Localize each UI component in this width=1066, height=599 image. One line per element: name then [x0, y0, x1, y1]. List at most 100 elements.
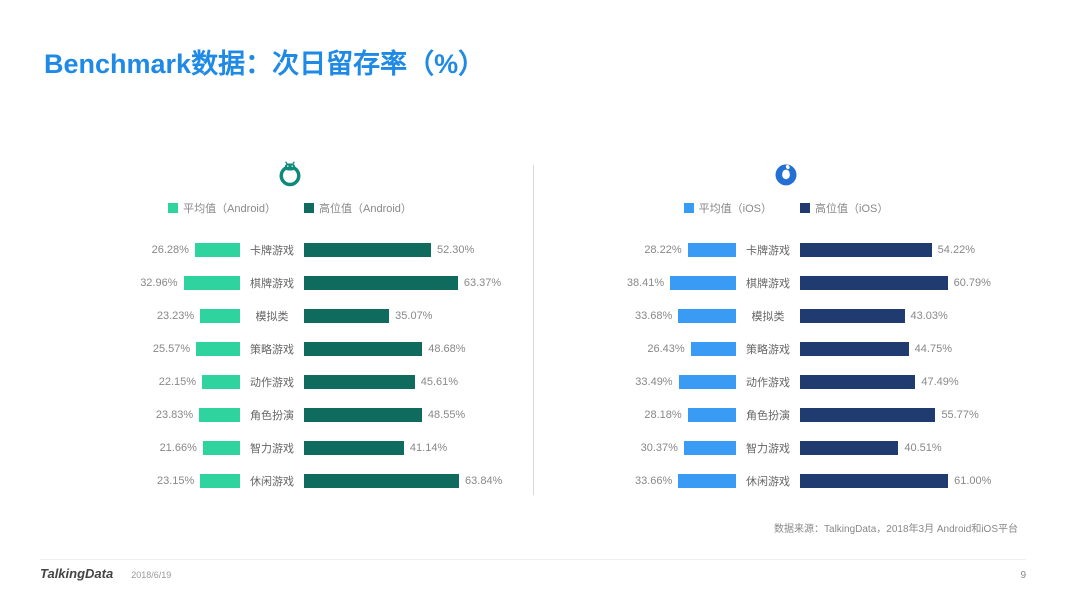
- footer-date: 2018/6/19: [131, 570, 171, 580]
- legend-high: 高位值（Android）: [304, 200, 412, 216]
- high-value-label: 40.51%: [904, 442, 941, 454]
- avg-value-label: 23.23%: [144, 310, 194, 322]
- avg-value-label: 38.41%: [614, 277, 664, 289]
- avg-value-label: 33.66%: [622, 475, 672, 487]
- high-bar: [800, 441, 898, 455]
- avg-bar: [684, 441, 736, 455]
- avg-bar: [195, 243, 240, 257]
- legend-high: 高位值（iOS）: [800, 200, 888, 216]
- avg-value-label: 22.15%: [146, 376, 196, 388]
- high-value-label: 47.49%: [921, 376, 958, 388]
- data-source: 数据来源：TalkingData，2018年3月 Android和iOS平台: [774, 520, 1018, 535]
- high-bar: [304, 243, 431, 257]
- high-bar: [304, 474, 459, 488]
- high-value-label: 54.22%: [938, 244, 975, 256]
- high-bar: [800, 309, 905, 323]
- swatch-high: [304, 203, 314, 213]
- high-value-label: 52.30%: [437, 244, 474, 256]
- high-value-label: 55.77%: [941, 409, 978, 421]
- legend: 平均值（iOS） 高位值（iOS）: [556, 200, 1016, 216]
- avg-value-label: 25.57%: [140, 343, 190, 355]
- chart-row: 26.43% 策略游戏 44.75%: [556, 335, 1016, 363]
- high-value-label: 63.84%: [465, 475, 502, 487]
- category-label: 智力游戏: [240, 440, 304, 456]
- avg-bar: [679, 375, 736, 389]
- avg-bar: [202, 375, 240, 389]
- legend-high-label: 高位值（Android）: [319, 200, 412, 216]
- avg-bar: [678, 309, 736, 323]
- avg-value-label: 33.68%: [622, 310, 672, 322]
- charts-container: 平均值（Android） 高位值（Android） 26.28% 卡牌游戏 52…: [60, 160, 1016, 500]
- avg-value-label: 33.49%: [623, 376, 673, 388]
- footer: TalkingData 2018/6/19 9: [40, 559, 1026, 581]
- swatch-avg: [168, 203, 178, 213]
- chart-row: 38.41% 棋牌游戏 60.79%: [556, 269, 1016, 297]
- high-bar: [800, 342, 909, 356]
- high-value-label: 41.14%: [410, 442, 447, 454]
- chart-row: 33.68% 模拟类 43.03%: [556, 302, 1016, 330]
- legend-avg: 平均值（Android）: [168, 200, 276, 216]
- panel-android: 平均值（Android） 高位值（Android） 26.28% 卡牌游戏 52…: [60, 160, 520, 500]
- chart-row: 23.23% 模拟类 35.07%: [60, 302, 520, 330]
- category-label: 模拟类: [240, 308, 304, 324]
- avg-bar: [670, 276, 736, 290]
- chart-row: 33.49% 动作游戏 47.49%: [556, 368, 1016, 396]
- legend-avg: 平均值（iOS）: [684, 200, 772, 216]
- high-bar: [304, 441, 404, 455]
- category-label: 休闲游戏: [736, 473, 800, 489]
- avg-value-label: 28.22%: [632, 244, 682, 256]
- high-bar: [800, 408, 935, 422]
- high-bar: [304, 276, 458, 290]
- category-label: 角色扮演: [240, 407, 304, 423]
- avg-bar: [203, 441, 240, 455]
- legend-avg-label: 平均值（Android）: [183, 200, 276, 216]
- category-label: 策略游戏: [736, 341, 800, 357]
- category-label: 卡牌游戏: [240, 242, 304, 258]
- swatch-avg: [684, 203, 694, 213]
- chart-row: 32.96% 棋牌游戏 63.37%: [60, 269, 520, 297]
- avg-bar: [688, 408, 736, 422]
- high-value-label: 48.68%: [428, 343, 465, 355]
- category-label: 动作游戏: [240, 374, 304, 390]
- chart-row: 21.66% 智力游戏 41.14%: [60, 434, 520, 462]
- category-label: 棋牌游戏: [240, 275, 304, 291]
- branding: TalkingData 2018/6/19: [40, 566, 171, 581]
- avg-value-label: 26.43%: [635, 343, 685, 355]
- high-value-label: 35.07%: [395, 310, 432, 322]
- page-number: 9: [1020, 570, 1026, 581]
- page-title: Benchmark数据：次日留存率（%）: [44, 42, 485, 81]
- chart-row: 28.18% 角色扮演 55.77%: [556, 401, 1016, 429]
- high-value-label: 44.75%: [915, 343, 952, 355]
- category-label: 休闲游戏: [240, 473, 304, 489]
- high-bar: [304, 309, 389, 323]
- avg-value-label: 23.83%: [143, 409, 193, 421]
- chart-row: 30.37% 智力游戏 40.51%: [556, 434, 1016, 462]
- chart-row: 23.83% 角色扮演 48.55%: [60, 401, 520, 429]
- avg-bar: [184, 276, 241, 290]
- chart-row: 22.15% 动作游戏 45.61%: [60, 368, 520, 396]
- swatch-high: [800, 203, 810, 213]
- high-value-label: 61.00%: [954, 475, 991, 487]
- avg-bar: [200, 474, 240, 488]
- avg-value-label: 26.28%: [139, 244, 189, 256]
- high-value-label: 48.55%: [428, 409, 465, 421]
- high-value-label: 63.37%: [464, 277, 501, 289]
- avg-value-label: 23.15%: [144, 475, 194, 487]
- high-bar: [304, 375, 415, 389]
- category-label: 策略游戏: [240, 341, 304, 357]
- avg-bar: [199, 408, 240, 422]
- avg-bar: [688, 243, 736, 257]
- category-label: 卡牌游戏: [736, 242, 800, 258]
- ios-icon: [772, 160, 800, 188]
- high-bar: [304, 408, 422, 422]
- avg-value-label: 32.96%: [128, 277, 178, 289]
- avg-value-label: 28.18%: [632, 409, 682, 421]
- legend: 平均值（Android） 高位值（Android）: [60, 200, 520, 216]
- chart-row: 33.66% 休闲游戏 61.00%: [556, 467, 1016, 495]
- avg-bar: [196, 342, 240, 356]
- category-label: 棋牌游戏: [736, 275, 800, 291]
- category-label: 动作游戏: [736, 374, 800, 390]
- panel-ios: 平均值（iOS） 高位值（iOS） 28.22% 卡牌游戏 54.22% 38.…: [556, 160, 1016, 500]
- legend-avg-label: 平均值（iOS）: [699, 200, 772, 216]
- chart-row: 28.22% 卡牌游戏 54.22%: [556, 236, 1016, 264]
